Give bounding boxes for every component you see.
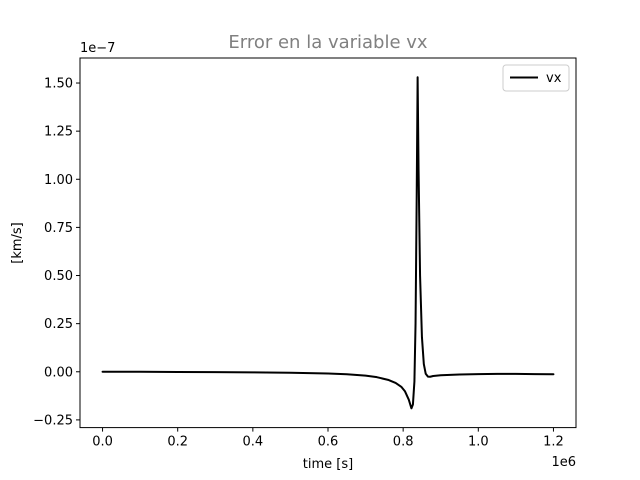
chart-title: Error en la variable vx: [228, 32, 428, 53]
x-tick-label: 1.0: [468, 435, 489, 450]
x-tick-label: 0.8: [393, 435, 414, 450]
x-tick-label: 0.6: [318, 435, 339, 450]
x-tick-label: 0.2: [167, 435, 188, 450]
legend: vx: [502, 64, 570, 92]
y-tick-label: 0.75: [44, 221, 73, 236]
y-tick-label: 0.00: [44, 365, 73, 380]
y-tick-label: −0.25: [33, 413, 73, 428]
x-tick-label: 0.0: [92, 435, 113, 450]
plot-area: [101, 76, 555, 410]
y-tick-label: 1.50: [44, 77, 73, 92]
y-axis-offset-text: 1e−7: [80, 41, 115, 56]
x-axis-ticks: 0.0 0.2 0.4 0.6 0.8 1.0 1.2: [92, 427, 564, 450]
y-axis-ticks: −0.25 0.00 0.25 0.50 0.75 1.00 1.25 1.50: [33, 77, 80, 428]
legend-label-vx: vx: [546, 71, 562, 86]
x-axis-label: time [s]: [303, 457, 353, 472]
x-tick-label: 0.4: [243, 435, 264, 450]
y-tick-label: 0.50: [44, 269, 73, 284]
x-tick-label: 1.2: [543, 435, 564, 450]
y-tick-label: 1.25: [44, 125, 73, 140]
x-axis-offset-text: 1e6: [551, 455, 576, 470]
y-tick-label: 1.00: [44, 173, 73, 188]
axes-frame: [79, 57, 577, 429]
y-axis-label: [km/s]: [10, 222, 25, 264]
y-tick-label: 0.25: [44, 317, 73, 332]
series-line-vx: [101, 76, 555, 410]
